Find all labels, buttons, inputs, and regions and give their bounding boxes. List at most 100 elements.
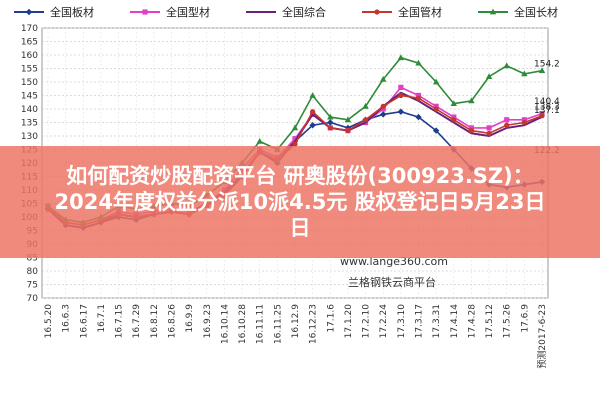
legend-label: 全国板材	[50, 5, 94, 19]
data-point	[310, 109, 316, 115]
data-point	[432, 78, 440, 85]
end-label: 140.4	[534, 97, 560, 107]
data-point	[398, 92, 404, 99]
y-tick-label: 75	[27, 281, 38, 291]
data-point	[374, 9, 380, 15]
data-point	[489, 8, 497, 15]
legend-label: 全国型材	[166, 5, 210, 19]
legend-label: 全国长材	[514, 5, 558, 19]
x-tick-label: 16.5.20	[44, 304, 54, 339]
x-tick-label: 17.3.31	[432, 304, 442, 338]
y-tick-label: 130	[21, 132, 38, 142]
y-tick-label: 85	[27, 254, 38, 264]
data-point	[327, 125, 333, 131]
legend-item: 全国综合	[246, 5, 326, 19]
x-tick-label: 预测2017-6-23	[537, 304, 548, 369]
y-tick-label: 135	[21, 119, 38, 129]
x-tick-label: 16.7.1	[97, 304, 107, 333]
data-point	[468, 97, 475, 104]
x-tick-label: 16.9.9	[185, 304, 195, 333]
data-point	[468, 125, 475, 131]
data-point	[344, 116, 352, 123]
legend-item: 全国管材	[362, 5, 442, 19]
y-tick-label: 150	[21, 78, 38, 88]
x-tick-label: 16.10.28	[238, 304, 248, 344]
data-point	[397, 54, 405, 61]
y-tick-label: 140	[21, 105, 38, 115]
x-tick-label: 16.8.26	[168, 304, 178, 339]
data-point	[292, 141, 298, 147]
x-tick-label: 16.10.14	[220, 304, 230, 344]
data-point	[504, 117, 510, 123]
x-tick-label: 17.6.9	[520, 304, 530, 333]
end-label: 137.1	[534, 106, 560, 116]
x-tick-label: 17.2.10	[362, 304, 372, 339]
data-point	[468, 128, 475, 134]
data-point	[380, 106, 386, 112]
x-tick-label: 17.5.26	[503, 304, 513, 339]
data-point	[504, 122, 510, 128]
data-point	[362, 117, 369, 123]
data-point	[415, 95, 422, 101]
data-point	[398, 84, 404, 90]
data-point	[362, 102, 369, 109]
end-label: 154.2	[534, 60, 560, 70]
overlay-banner[interactable]: 如何配资炒股配资平台 研奥股份(300923.SZ)： 2024年度权益分派10…	[0, 146, 600, 258]
data-point	[142, 9, 148, 15]
x-tick-label: 17.1.20	[344, 304, 354, 339]
data-point	[327, 113, 334, 120]
end-label: 138.3	[534, 103, 560, 113]
y-tick-label: 155	[21, 65, 38, 75]
x-tick-label: 16.9.23	[203, 304, 213, 338]
data-point	[503, 62, 510, 69]
x-tick-label: 17.4.28	[467, 304, 477, 339]
data-point	[397, 108, 405, 115]
data-point	[433, 103, 439, 109]
data-point	[450, 100, 457, 106]
x-tick-label: 17.1.6	[326, 304, 336, 333]
legend: 全国板材 全国型材 全国综合 全国管材 全国长材	[14, 5, 558, 19]
y-tick-label: 160	[21, 51, 38, 61]
y-tick-label: 80	[27, 267, 39, 277]
data-point	[415, 113, 422, 121]
legend-item: 全国长材	[478, 5, 558, 19]
overlay-headline-2: 2024年度权益分派10派4.5元 股权登记日5月23日	[54, 189, 546, 214]
data-point	[291, 124, 299, 131]
x-tick-label: 16.11.11	[256, 304, 266, 344]
overlay-headline-3: 日	[289, 216, 311, 241]
data-point	[521, 117, 527, 123]
x-tick-label: 16.6.17	[79, 304, 89, 338]
y-tick-label: 145	[21, 92, 38, 102]
x-tick-label: 17.3.17	[415, 304, 425, 338]
data-point	[486, 130, 492, 136]
data-point	[292, 136, 298, 142]
data-point	[432, 127, 440, 134]
data-point	[539, 113, 545, 119]
watermark-site: www.lange360.com	[340, 255, 448, 268]
overlay-headline-1: 如何配资炒股配资平台 研奥股份(300923.SZ)：	[66, 163, 534, 188]
data-point	[538, 67, 546, 74]
x-tick-label: 16.12.9	[291, 304, 301, 339]
y-tick-label: 170	[21, 24, 38, 34]
x-axis-tick-labels: 16.5.20 16.6.3 16.6.17 16.7.1 16.7.15 16.7.29…	[44, 304, 548, 369]
data-point	[327, 119, 334, 126]
data-point	[433, 106, 439, 112]
watermark-name: 兰格钢铁云商平台	[348, 276, 436, 289]
data-point	[451, 117, 457, 123]
x-tick-label: 17.3.10	[397, 304, 407, 339]
data-point	[451, 114, 457, 120]
data-point	[485, 73, 493, 79]
data-point	[415, 59, 422, 66]
legend-item: 全国型材	[130, 5, 210, 19]
y-tick-label: 70	[27, 294, 39, 304]
data-point	[380, 103, 386, 109]
x-tick-label: 16.12.23	[309, 304, 319, 344]
x-tick-label: 17.4.14	[450, 304, 460, 339]
x-tick-label: 17.5.12	[485, 304, 495, 338]
x-tick-label: 16.6.3	[62, 304, 72, 333]
data-point	[415, 92, 422, 99]
data-point	[486, 125, 492, 131]
data-point	[380, 75, 387, 82]
data-point	[25, 8, 33, 16]
data-point	[521, 70, 528, 77]
